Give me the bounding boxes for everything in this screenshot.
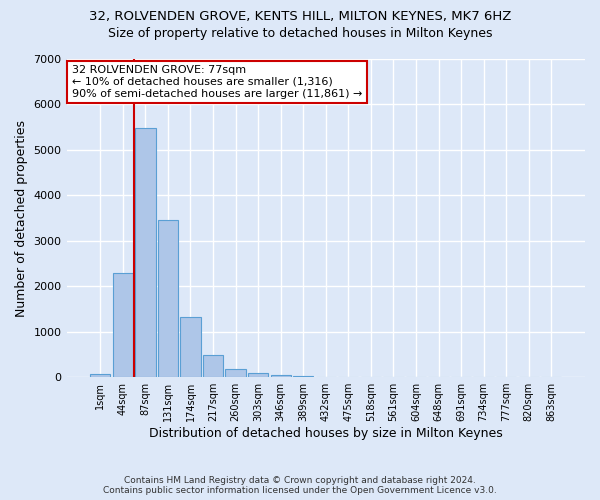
Bar (226, 370, 246, 377)
Bar (113, 274, 133, 377)
Bar (181, 317, 200, 377)
Bar (248, 373, 268, 377)
Bar (158, 220, 178, 377)
Text: 32, ROLVENDEN GROVE, KENTS HILL, MILTON KEYNES, MK7 6HZ: 32, ROLVENDEN GROVE, KENTS HILL, MILTON … (89, 10, 511, 23)
Bar (203, 356, 223, 377)
Text: 32 ROLVENDEN GROVE: 77sqm
← 10% of detached houses are smaller (1,316)
90% of se: 32 ROLVENDEN GROVE: 77sqm ← 10% of detac… (72, 66, 362, 98)
X-axis label: Distribution of detached houses by size in Milton Keynes: Distribution of detached houses by size … (149, 427, 503, 440)
Text: Contains HM Land Registry data © Crown copyright and database right 2024.
Contai: Contains HM Land Registry data © Crown c… (103, 476, 497, 495)
Bar (135, 128, 155, 377)
Bar (293, 376, 313, 377)
Y-axis label: Number of detached properties: Number of detached properties (15, 120, 28, 316)
Text: Size of property relative to detached houses in Milton Keynes: Size of property relative to detached ho… (108, 28, 492, 40)
Bar (271, 374, 291, 377)
Bar (90, 374, 110, 377)
